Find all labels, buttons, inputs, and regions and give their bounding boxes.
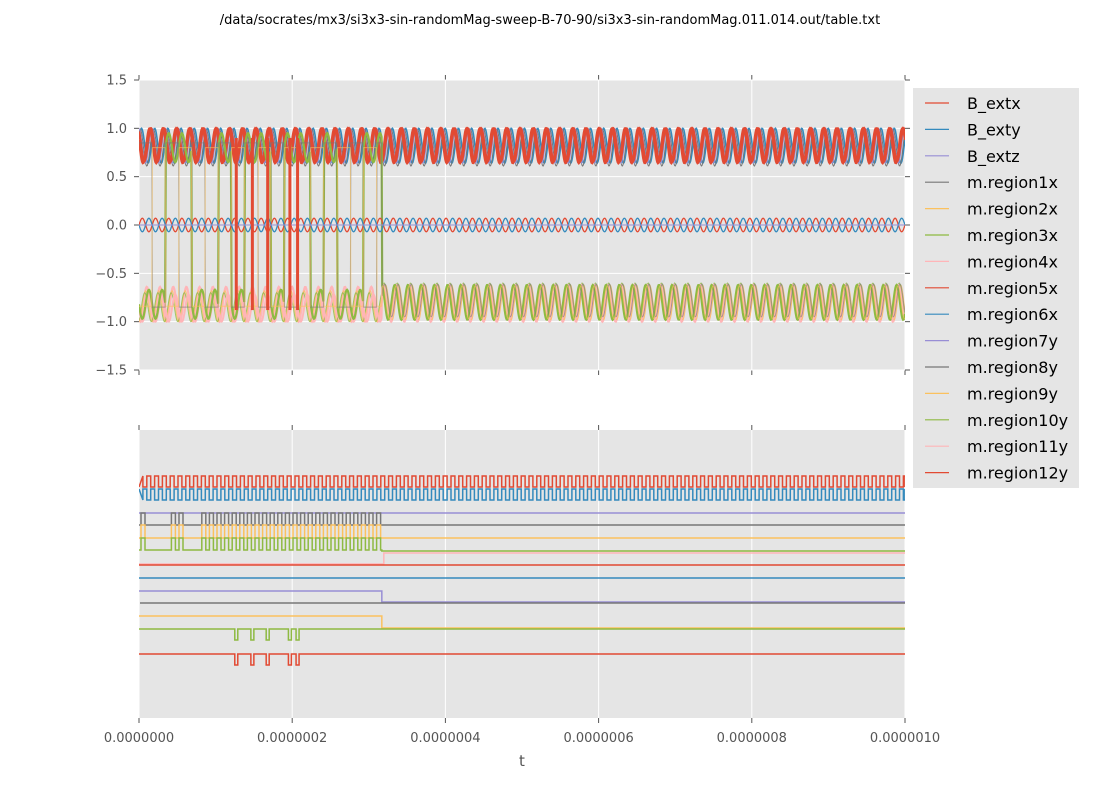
x-tick-label: 0.0000004 bbox=[410, 731, 480, 746]
trace-m-region7y bbox=[139, 590, 905, 603]
legend-label: m.region4x bbox=[967, 252, 1058, 271]
legend-label: m.region10y bbox=[967, 411, 1068, 430]
top-series-group bbox=[139, 126, 905, 324]
x-tick-label: 0.0000006 bbox=[563, 731, 633, 746]
legend-item: m.region5x bbox=[925, 279, 1058, 298]
legend-label: m.region12y bbox=[967, 464, 1068, 483]
trace-m-region3x bbox=[139, 537, 905, 552]
x-tick-label: 0.0000010 bbox=[870, 731, 940, 746]
series-m-region12y bbox=[139, 126, 905, 166]
trace-B_extx bbox=[139, 475, 905, 488]
dip-mark bbox=[288, 138, 292, 311]
legend-label: m.region1x bbox=[967, 173, 1058, 192]
legend-label: m.region9y bbox=[967, 384, 1058, 403]
legend-item: B_extz bbox=[925, 147, 1020, 167]
y-tick-label: −0.5 bbox=[95, 267, 127, 282]
figure-title: /data/socrates/mx3/si3x3-sin-randomMag-s… bbox=[219, 13, 881, 28]
x-tick-label: 0.0000000 bbox=[104, 731, 174, 746]
trace-m-region1x bbox=[139, 512, 905, 526]
legend-item: B_exty bbox=[925, 120, 1021, 140]
x-axis-label: t bbox=[519, 752, 525, 770]
y-tick-label: 1.0 bbox=[106, 122, 127, 137]
bottom-panel bbox=[138, 425, 906, 723]
legend-item: m.region11y bbox=[925, 437, 1068, 456]
bottom-plot-background bbox=[139, 430, 905, 718]
dip-mark bbox=[250, 138, 254, 311]
legend-label: m.region2x bbox=[967, 200, 1058, 219]
trace-B_exty bbox=[139, 488, 905, 501]
y-tick-label: −1.5 bbox=[95, 364, 127, 379]
legend-label: m.region11y bbox=[967, 437, 1068, 456]
legend-item: m.region7y bbox=[925, 332, 1058, 351]
trace-m-region9y bbox=[139, 615, 905, 629]
legend-item: m.region10y bbox=[925, 411, 1068, 430]
legend-label: m.region6x bbox=[967, 305, 1058, 324]
legend-label: B_exty bbox=[967, 120, 1021, 140]
legend-item: m.region8y bbox=[925, 358, 1058, 377]
trace-m-region4x bbox=[139, 552, 905, 565]
y-tick-label: 0.0 bbox=[106, 219, 127, 234]
bottom-series-group bbox=[139, 475, 905, 666]
legend-item: m.region2x bbox=[925, 200, 1058, 219]
legend-item: m.region3x bbox=[925, 226, 1058, 245]
legend-label: m.region8y bbox=[967, 358, 1058, 377]
trace-m-region10y bbox=[139, 628, 905, 641]
top-panel: 1.5 1.0 0.5 0.0 −0.5 −1.0 −1.5 bbox=[95, 74, 910, 379]
dip-mark bbox=[296, 138, 300, 311]
legend-item: B_extx bbox=[925, 94, 1021, 114]
x-tick-label: 0.0000002 bbox=[257, 731, 327, 746]
trace-m-region12y bbox=[139, 653, 905, 666]
legend-item: m.region1x bbox=[925, 173, 1058, 192]
legend-label: B_extz bbox=[967, 147, 1020, 167]
legend-item: m.region9y bbox=[925, 384, 1058, 403]
legend-label: m.region7y bbox=[967, 332, 1058, 351]
legend-label: m.region3x bbox=[967, 226, 1058, 245]
y-tick-label: 0.5 bbox=[106, 170, 127, 185]
dip-mark bbox=[266, 138, 270, 311]
legend-label: B_extx bbox=[967, 94, 1021, 114]
trace-m-region2x bbox=[139, 524, 905, 539]
y-tick-label: −1.0 bbox=[95, 315, 127, 330]
legend-label: m.region5x bbox=[967, 279, 1058, 298]
x-tick-label: 0.0000008 bbox=[717, 731, 787, 746]
y-tick-label: 1.5 bbox=[106, 74, 127, 89]
dip-mark bbox=[234, 138, 238, 311]
legend: B_extx B_exty B_extz m.region1x m.region2x m.… bbox=[913, 88, 1079, 488]
legend-item: m.region6x bbox=[925, 305, 1058, 324]
legend-item: m.region4x bbox=[925, 252, 1058, 271]
x-axis: 0.0000000 0.0000002 0.0000004 0.0000006 0.00… bbox=[104, 731, 940, 770]
legend-item: m.region12y bbox=[925, 464, 1068, 483]
